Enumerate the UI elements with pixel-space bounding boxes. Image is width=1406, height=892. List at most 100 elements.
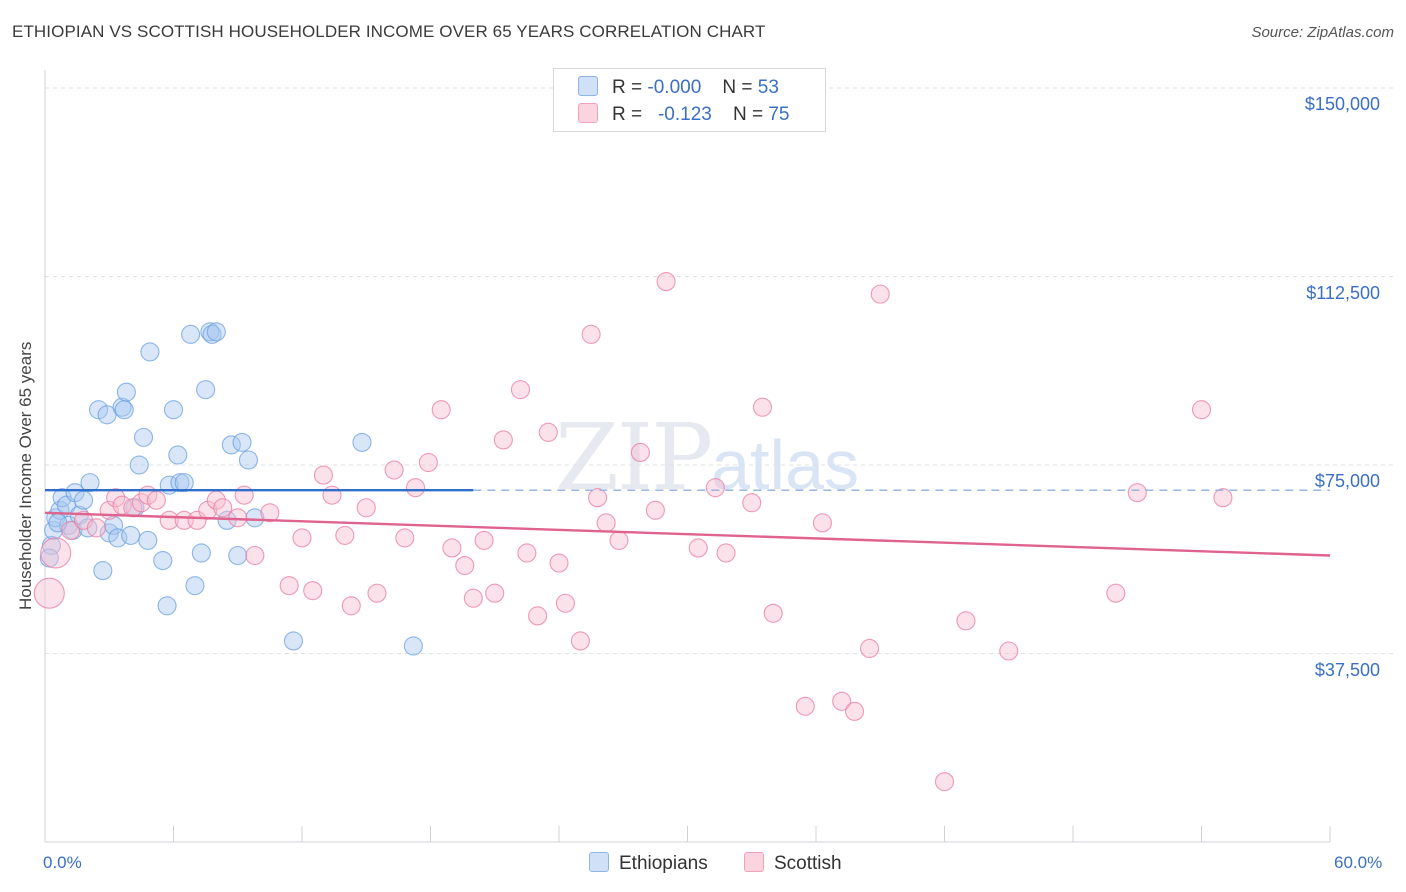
point-scottish	[455, 556, 475, 576]
y-tick-label: $112,500	[1306, 282, 1380, 303]
x-tick-label-max: 60.0%	[1334, 853, 1383, 872]
point-scottish	[870, 284, 890, 304]
legend-swatch-ethiopians	[578, 76, 598, 96]
point-ethiopians	[206, 322, 226, 342]
point-ethiopians	[74, 490, 94, 510]
point-scottish	[431, 400, 451, 420]
point-scottish	[33, 577, 65, 609]
point-scottish	[260, 503, 280, 523]
y-axis-label: Householder Income Over 65 years	[16, 341, 35, 610]
watermark: ZIPatlas	[555, 404, 859, 511]
point-ethiopians	[121, 525, 141, 545]
point-scottish	[303, 581, 323, 601]
legend-n-label: N =	[732, 104, 764, 125]
point-ethiopians	[352, 432, 372, 452]
point-ethiopians	[191, 543, 211, 563]
point-scottish	[1191, 400, 1212, 420]
y-tick-label: $37,500	[1314, 659, 1380, 680]
point-scottish	[463, 588, 483, 608]
point-scottish	[146, 490, 166, 510]
point-scottish	[609, 530, 629, 550]
point-scottish	[395, 528, 415, 548]
legend-row-scottish: R = -0.123 N = 75	[578, 103, 789, 125]
point-scottish	[752, 397, 773, 417]
point-scottish	[493, 430, 513, 450]
point-scottish	[213, 498, 233, 518]
point-scottish	[442, 538, 462, 558]
point-scottish	[1106, 583, 1126, 603]
point-ethiopians	[238, 450, 259, 470]
point-ethiopians	[245, 508, 265, 528]
point-scottish	[538, 422, 558, 442]
point-scottish	[844, 701, 865, 721]
point-ethiopians	[181, 324, 201, 344]
legend-n-label: N =	[722, 77, 753, 98]
point-scottish	[474, 530, 494, 550]
point-scottish	[367, 583, 387, 603]
point-ethiopians	[114, 400, 134, 420]
point-ethiopians	[157, 596, 177, 616]
point-scottish	[812, 513, 832, 533]
point-ethiopians	[80, 473, 100, 493]
point-scottish	[570, 631, 590, 651]
point-scottish	[234, 485, 254, 505]
point-scottish	[405, 478, 426, 498]
point-ethiopians	[138, 530, 158, 550]
point-scottish	[517, 543, 537, 563]
point-scottish	[934, 772, 955, 792]
point-scottish	[645, 500, 665, 520]
bottom-legend-ethiopians: Ethiopians	[589, 852, 708, 875]
point-scottish	[341, 596, 361, 616]
point-scottish	[1127, 483, 1147, 503]
watermark-zip: ZIP	[555, 404, 713, 511]
point-scottish	[742, 493, 762, 513]
point-ethiopians	[168, 445, 188, 465]
point-ethiopians	[112, 397, 132, 417]
y-tick-label: $150,000	[1304, 94, 1380, 115]
bottom-legend-label: Ethiopians	[619, 853, 708, 874]
point-scottish	[86, 518, 106, 538]
point-scottish	[292, 528, 312, 548]
legend-n-value: 53	[757, 77, 779, 98]
point-ethiopians	[163, 400, 184, 420]
point-scottish	[581, 324, 601, 344]
point-scottish	[279, 576, 299, 596]
point-scottish	[131, 493, 151, 513]
point-ethiopians	[200, 322, 220, 342]
legend-r-label: R =	[612, 77, 643, 98]
legend-r-label: R =	[612, 104, 643, 125]
point-scottish	[763, 603, 783, 623]
point-scottish	[859, 638, 880, 659]
x-tick-label-min: 0.0%	[43, 853, 82, 872]
point-scottish	[555, 593, 575, 613]
trend-lines	[44, 488, 1331, 557]
point-scottish	[418, 452, 438, 473]
trend-line-scottish	[44, 511, 1331, 557]
point-ethiopians	[116, 382, 136, 402]
point-scottish	[106, 488, 126, 508]
legend-r-value: -0.000	[647, 77, 702, 98]
chart-title: ETHIOPIAN VS SCOTTISH HOUSEHOLDER INCOME…	[12, 22, 766, 41]
point-ethiopians	[170, 473, 190, 493]
legend-row-ethiopians: R = -0.000 N = 53	[578, 76, 779, 98]
point-ethiopians	[232, 432, 252, 452]
y-tick-label: $75,000	[1314, 471, 1380, 492]
point-ethiopians	[283, 631, 303, 651]
point-scottish	[549, 553, 569, 573]
point-ethiopians	[97, 405, 117, 425]
legend-r-value: -0.123	[657, 104, 712, 125]
point-scottish	[61, 520, 81, 540]
point-ethiopians	[196, 380, 216, 400]
point-scottish	[384, 460, 404, 480]
point-scottish	[705, 478, 725, 498]
point-scottish	[485, 583, 505, 603]
axes	[44, 70, 1331, 843]
point-ethiopians	[174, 473, 194, 493]
point-ethiopians	[93, 561, 113, 581]
point-scottish	[596, 513, 616, 533]
point-scottish	[313, 465, 333, 485]
point-ethiopians	[403, 636, 423, 656]
point-scottish	[510, 380, 531, 400]
point-ethiopians	[228, 545, 248, 566]
